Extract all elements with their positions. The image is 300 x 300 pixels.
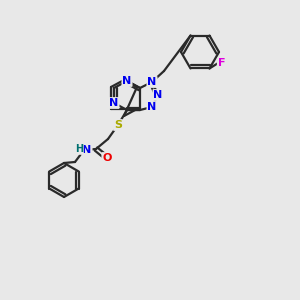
Text: N: N	[153, 90, 163, 100]
Text: N: N	[147, 77, 157, 87]
Text: N: N	[147, 102, 157, 112]
Text: F: F	[218, 58, 225, 68]
Text: N: N	[110, 98, 118, 108]
Text: N: N	[82, 145, 91, 155]
Text: H: H	[75, 144, 83, 154]
Text: S: S	[114, 120, 122, 130]
Text: N: N	[122, 76, 132, 86]
Text: O: O	[102, 153, 112, 163]
